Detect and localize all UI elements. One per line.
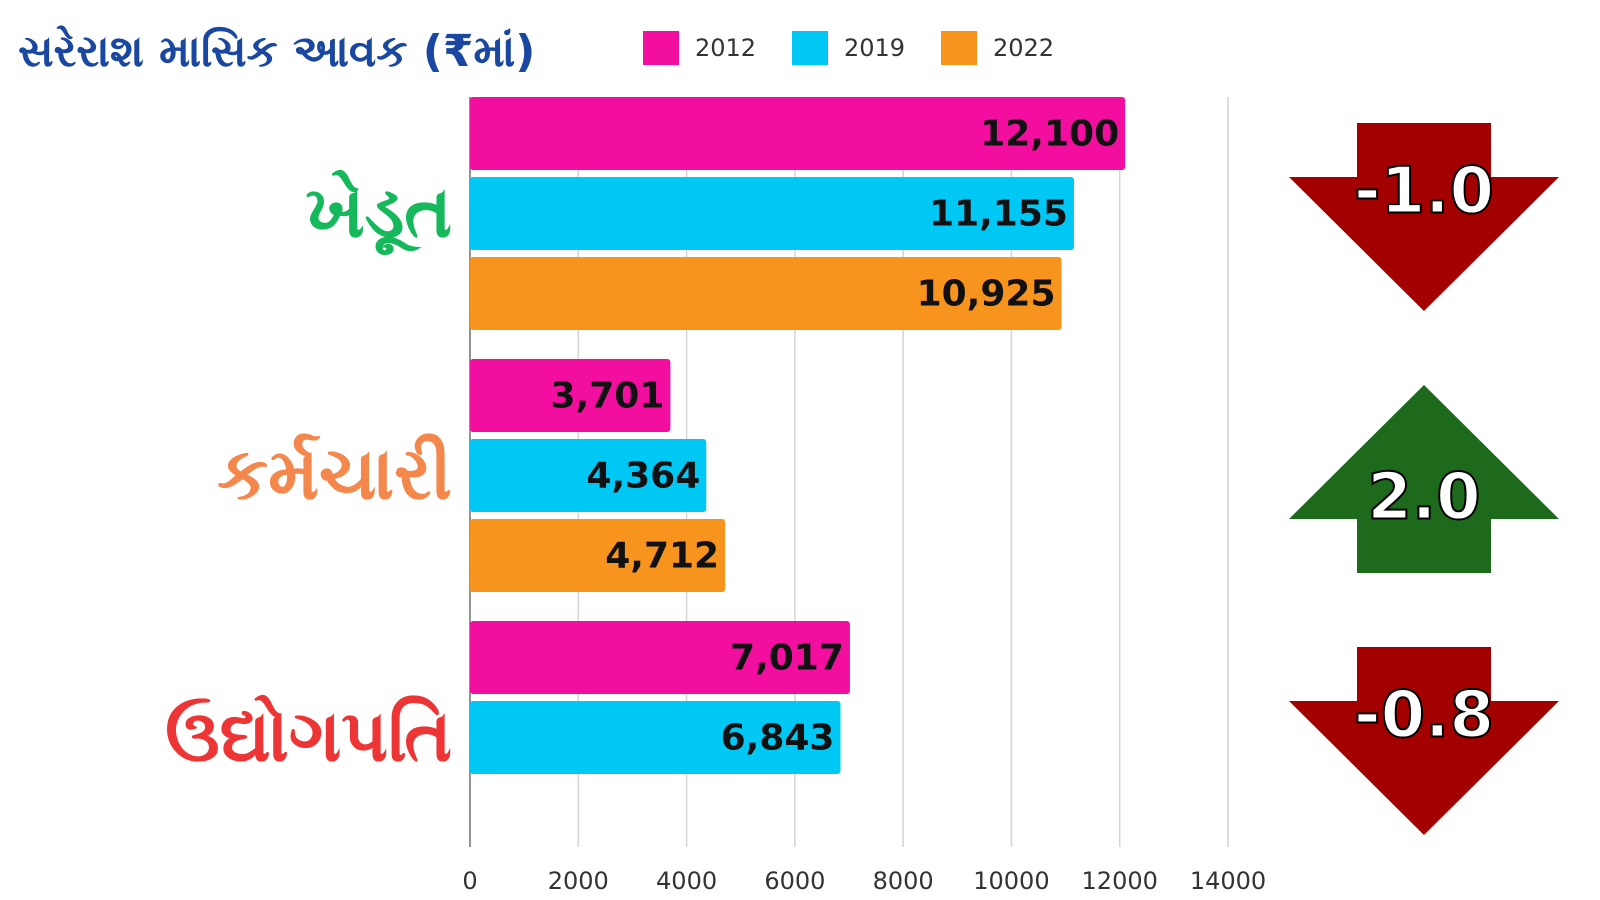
x-tick-label: 6000 <box>764 867 825 895</box>
value-label: 7,017 <box>730 638 844 679</box>
value-label: 6,843 <box>721 718 835 759</box>
legend-swatch <box>941 31 977 65</box>
bar <box>470 621 850 694</box>
x-tick-label: 8000 <box>873 867 934 895</box>
bar <box>470 177 1074 250</box>
bar <box>470 359 671 432</box>
chart-title: સરેરાશ માસિક આવક (₹માં) <box>18 25 535 77</box>
legend-label: 2012 <box>695 34 756 62</box>
value-label: 4,712 <box>605 536 719 577</box>
trend-label: -0.8 <box>1354 679 1494 753</box>
trend-arrow <box>1289 385 1559 573</box>
bar <box>470 701 841 774</box>
value-label: 12,100 <box>980 114 1119 155</box>
bar <box>470 519 726 592</box>
trend-arrow <box>1289 647 1559 835</box>
legend-label: 2019 <box>844 34 905 62</box>
x-tick-label: 0 <box>462 867 477 895</box>
bar <box>470 439 707 512</box>
legend-swatch <box>792 31 828 65</box>
category-label: ખેડૂત <box>306 169 452 256</box>
category-label: ઉદ્યોગપતિ <box>165 694 452 778</box>
legend-label: 2022 <box>993 34 1054 62</box>
x-tick-label: 14000 <box>1190 867 1266 895</box>
trend-label: 2.0 <box>1367 461 1480 535</box>
trend-arrow <box>1289 123 1559 311</box>
legend-swatch <box>643 31 679 65</box>
value-label: 4,364 <box>586 456 700 497</box>
value-label: 3,701 <box>551 376 665 417</box>
value-label: 10,925 <box>917 274 1056 315</box>
category-label: કર્મચારી <box>217 432 452 516</box>
x-tick-label: 2000 <box>548 867 609 895</box>
x-tick-label: 10000 <box>973 867 1049 895</box>
trend-label: -1.0 <box>1354 155 1494 229</box>
x-tick-label: 12000 <box>1082 867 1158 895</box>
x-tick-label: 4000 <box>656 867 717 895</box>
bar <box>470 257 1062 330</box>
bar <box>470 97 1126 170</box>
value-label: 11,155 <box>929 194 1068 235</box>
